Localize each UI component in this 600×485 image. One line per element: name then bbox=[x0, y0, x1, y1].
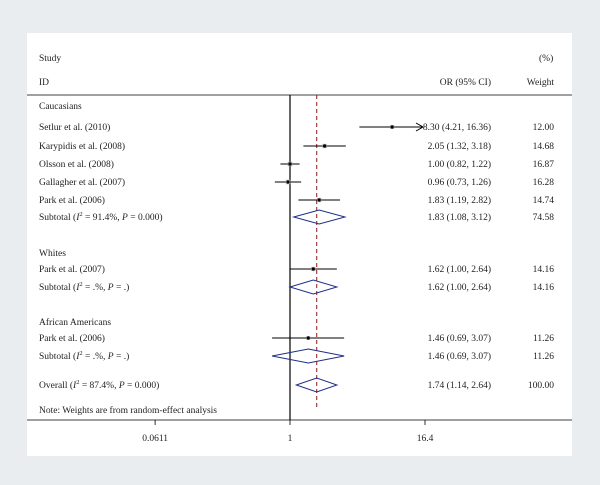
subtotal-label: Subtotal (I2 = 91.4%, P = 0.000) bbox=[39, 211, 163, 223]
weight-value: 16.87 bbox=[533, 160, 555, 170]
point-estimate bbox=[311, 267, 315, 271]
overall-label: Overall (I2 = 87.4%, P = 0.000) bbox=[39, 379, 159, 391]
point-estimate bbox=[306, 336, 310, 340]
point-estimate bbox=[317, 198, 321, 202]
weights-note: Note: Weights are from random-effect ana… bbox=[39, 405, 217, 416]
study-label: Gallagher et al. (2007) bbox=[39, 177, 125, 188]
study-label: Karypidis et al. (2008) bbox=[39, 141, 125, 152]
forest-plot: Study (%) ID OR (95% CI) Weight Caucasia… bbox=[27, 53, 572, 444]
study-label: Setlur et al. (2010) bbox=[39, 122, 110, 133]
subtotal-label: Subtotal (I2 = .%, P = .) bbox=[39, 281, 129, 293]
group-header: African Americans bbox=[39, 317, 111, 328]
subtotal-or-ci: 1.46 (0.69, 3.07) bbox=[428, 351, 491, 362]
study-label: Olsson et al. (2008) bbox=[39, 159, 114, 170]
or-ci-value: 8.30 (4.21, 16.36) bbox=[423, 122, 491, 133]
subtotal-diamond bbox=[291, 209, 347, 225]
study-label: Park et al. (2006) bbox=[39, 333, 105, 344]
or-ci-value: 1.46 (0.69, 3.07) bbox=[428, 333, 491, 344]
group-header: Whites bbox=[39, 249, 66, 259]
weight-value: 14.68 bbox=[533, 142, 555, 152]
subtotal-weight: 11.26 bbox=[533, 352, 554, 362]
or-ci-value: 1.62 (1.00, 2.64) bbox=[428, 264, 491, 275]
weight-value: 14.74 bbox=[533, 196, 555, 206]
or-ci-value: 1.00 (0.82, 1.22) bbox=[428, 159, 491, 170]
point-estimate bbox=[286, 180, 290, 184]
forest-rows: Caucasians Setlur et al. (2010) 8.30 (4.21… bbox=[39, 102, 555, 393]
study-label: Park et al. (2006) bbox=[39, 195, 105, 206]
percent-header: (%) bbox=[539, 53, 553, 64]
weight-value: 11.26 bbox=[533, 334, 554, 344]
or-ci-value: 2.05 (1.32, 3.18) bbox=[428, 141, 491, 152]
ci-arrow bbox=[415, 122, 425, 132]
point-estimate bbox=[390, 125, 394, 129]
study-header: Study bbox=[39, 54, 61, 64]
or-ci-value: 1.83 (1.19, 2.82) bbox=[428, 195, 491, 206]
overall-weight: 100.00 bbox=[528, 381, 554, 391]
weight-header: Weight bbox=[527, 78, 555, 88]
weight-value: 14.16 bbox=[533, 265, 555, 275]
overall-or-ci: 1.74 (1.14, 2.64) bbox=[428, 380, 491, 391]
weight-value: 12.00 bbox=[533, 123, 555, 133]
x-axis-ticks: 0.0611 1 16.4 bbox=[142, 420, 434, 444]
id-header: ID bbox=[39, 78, 49, 88]
subtotal-diamond bbox=[288, 279, 339, 295]
tick-label: 16.4 bbox=[417, 434, 434, 444]
tick-label: 1 bbox=[288, 434, 293, 444]
tick-label: 0.0611 bbox=[142, 434, 168, 444]
or-ci-header: OR (95% CI) bbox=[440, 77, 491, 88]
subtotal-weight: 14.16 bbox=[533, 283, 555, 293]
subtotal-weight: 74.58 bbox=[533, 213, 555, 223]
point-estimate bbox=[288, 162, 292, 166]
subtotal-diamond bbox=[271, 348, 345, 364]
study-label: Park et al. (2007) bbox=[39, 264, 105, 275]
subtotal-or-ci: 1.83 (1.08, 3.12) bbox=[428, 212, 491, 223]
subtotal-or-ci: 1.62 (1.00, 2.64) bbox=[428, 282, 491, 293]
or-ci-value: 0.96 (0.73, 1.26) bbox=[428, 177, 491, 188]
point-estimate bbox=[323, 144, 327, 148]
forest-plot-panel: Study (%) ID OR (95% CI) Weight Caucasia… bbox=[27, 33, 572, 456]
weight-value: 16.28 bbox=[533, 178, 555, 188]
group-header: Caucasians bbox=[39, 102, 82, 112]
subtotal-label: Subtotal (I2 = .%, P = .) bbox=[39, 350, 129, 362]
overall-diamond bbox=[294, 377, 339, 393]
